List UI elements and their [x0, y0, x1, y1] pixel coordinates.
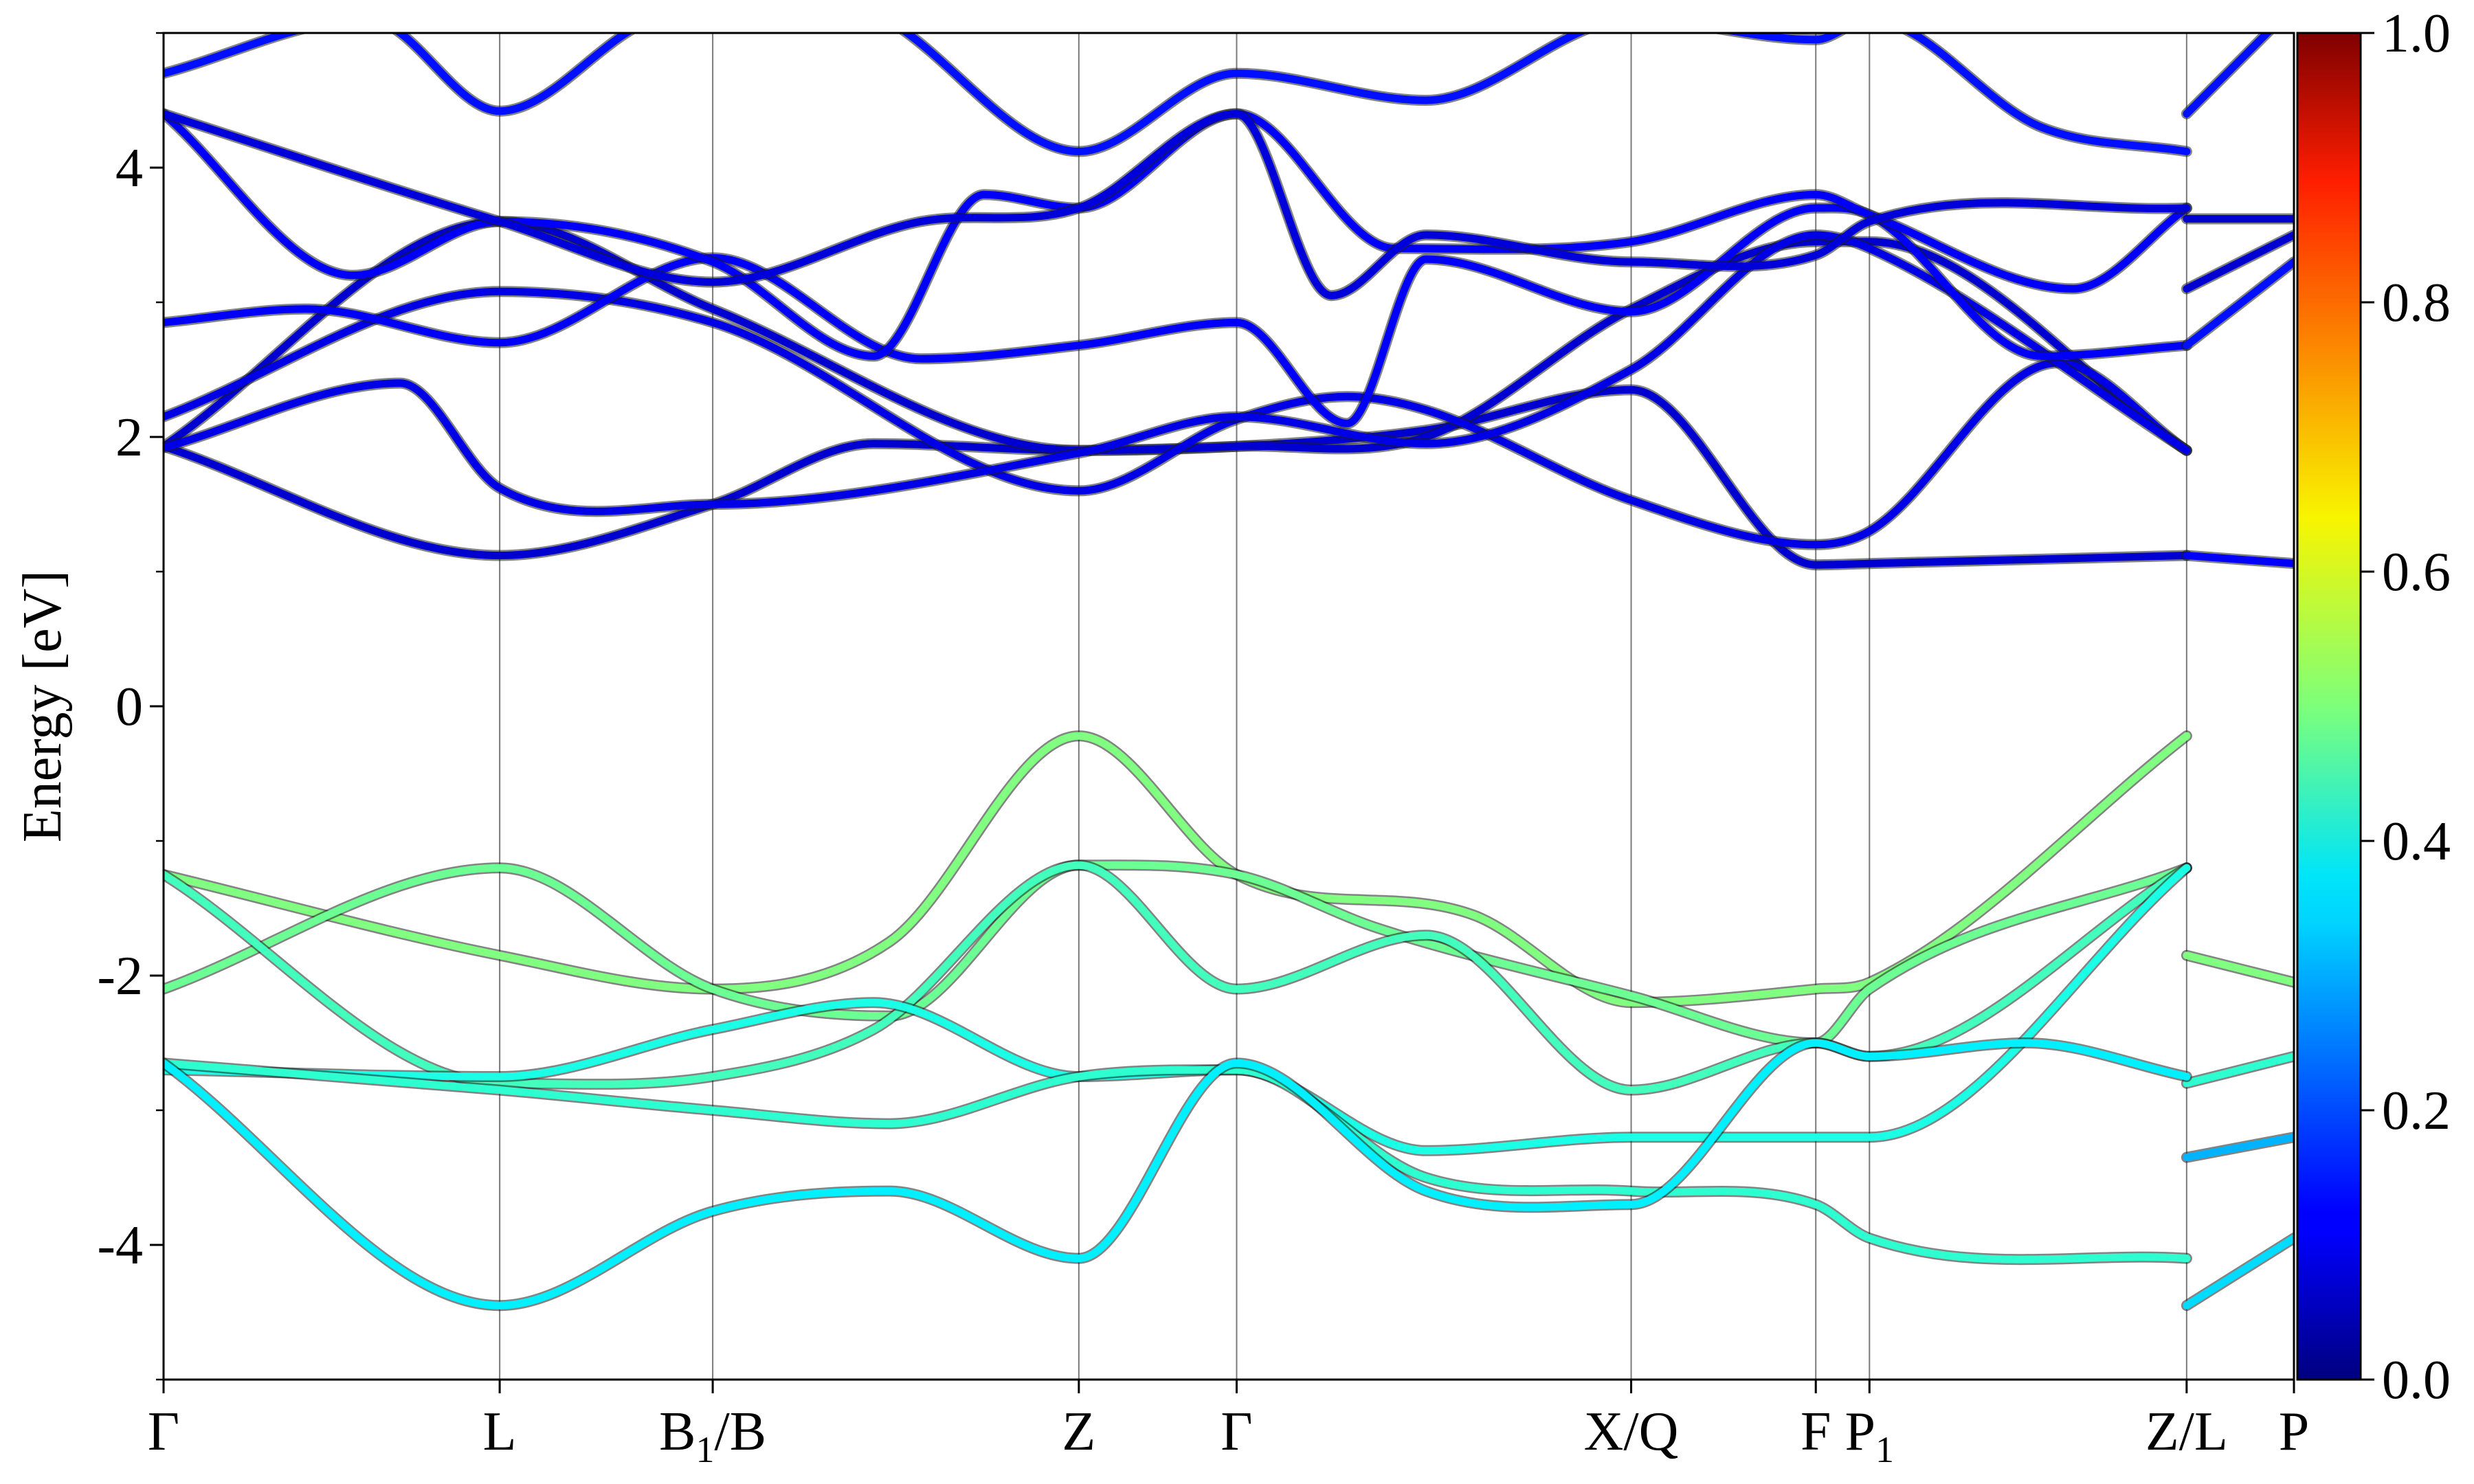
colorbar-gradient — [2296, 32, 2362, 1381]
y-tick-label: 4 — [115, 138, 143, 199]
band-outline — [164, 384, 2192, 571]
y-axis-title: Energy [eV] — [12, 570, 73, 842]
x-tick-label: P — [2279, 1402, 2310, 1462]
x-tick-label: Z — [1062, 1402, 1095, 1462]
x-tick-label: L — [483, 1402, 517, 1462]
colorbar-tick-label: 0.4 — [2382, 811, 2451, 872]
y-tick-label: -2 — [97, 946, 143, 1007]
band-line — [164, 385, 2191, 569]
band-line — [164, 864, 2191, 1155]
band-line — [2183, 1053, 2294, 1088]
plot-frame — [162, 32, 2295, 1381]
colorbar-tick-label: 0.2 — [2382, 1081, 2451, 1141]
band-line — [164, 861, 2191, 1047]
band-outline — [164, 1057, 2192, 1266]
band-lines — [164, 33, 2294, 1312]
band-line — [164, 732, 2191, 1007]
band-line — [2183, 1234, 2294, 1309]
band-line — [164, 110, 2191, 300]
y-tick-label: 0 — [115, 677, 143, 737]
y-axis: -4 -2 0 2 4 — [97, 32, 164, 1381]
colorbar-tick-label: 0.8 — [2382, 273, 2451, 333]
band-line — [2183, 952, 2294, 987]
band-line — [2183, 258, 2294, 350]
band-line — [2183, 1133, 2294, 1162]
y-tick-label: 2 — [115, 407, 143, 468]
x-tick-label: Γ — [1221, 1402, 1252, 1462]
band-outline — [164, 33, 2192, 157]
x-tick-label: Z/L — [2146, 1402, 2228, 1462]
x-tick-label: B1/B — [659, 1402, 766, 1470]
colorbar-tick-label: 1.0 — [2382, 3, 2451, 64]
band-outline — [164, 862, 2192, 1156]
x-tick-label: F — [1801, 1402, 1831, 1462]
band-line — [2183, 231, 2294, 293]
band-line — [164, 110, 2191, 360]
band-line — [164, 33, 2191, 155]
x-tick-label: Γ — [148, 1402, 179, 1462]
band-line — [164, 1039, 2191, 1309]
x-tick-label: P1 — [1845, 1402, 1895, 1470]
band-line — [164, 231, 2191, 515]
band-line — [2183, 33, 2273, 118]
x-axis: Γ L B1/B Z Γ X/Q F P1 Z/L P — [148, 1380, 2309, 1470]
band-outline — [164, 229, 2192, 517]
colorbar-tick-label: 0.0 — [2382, 1350, 2451, 1410]
colorbar: 0.0 0.2 0.4 0.6 0.8 1.0 — [2296, 3, 2451, 1410]
band-line — [2183, 552, 2294, 567]
colorbar-tick-label: 0.6 — [2382, 542, 2451, 603]
high-symmetry-lines — [499, 33, 2187, 1380]
x-tick-label: X/Q — [1584, 1402, 1679, 1462]
y-tick-label: -4 — [97, 1215, 143, 1276]
